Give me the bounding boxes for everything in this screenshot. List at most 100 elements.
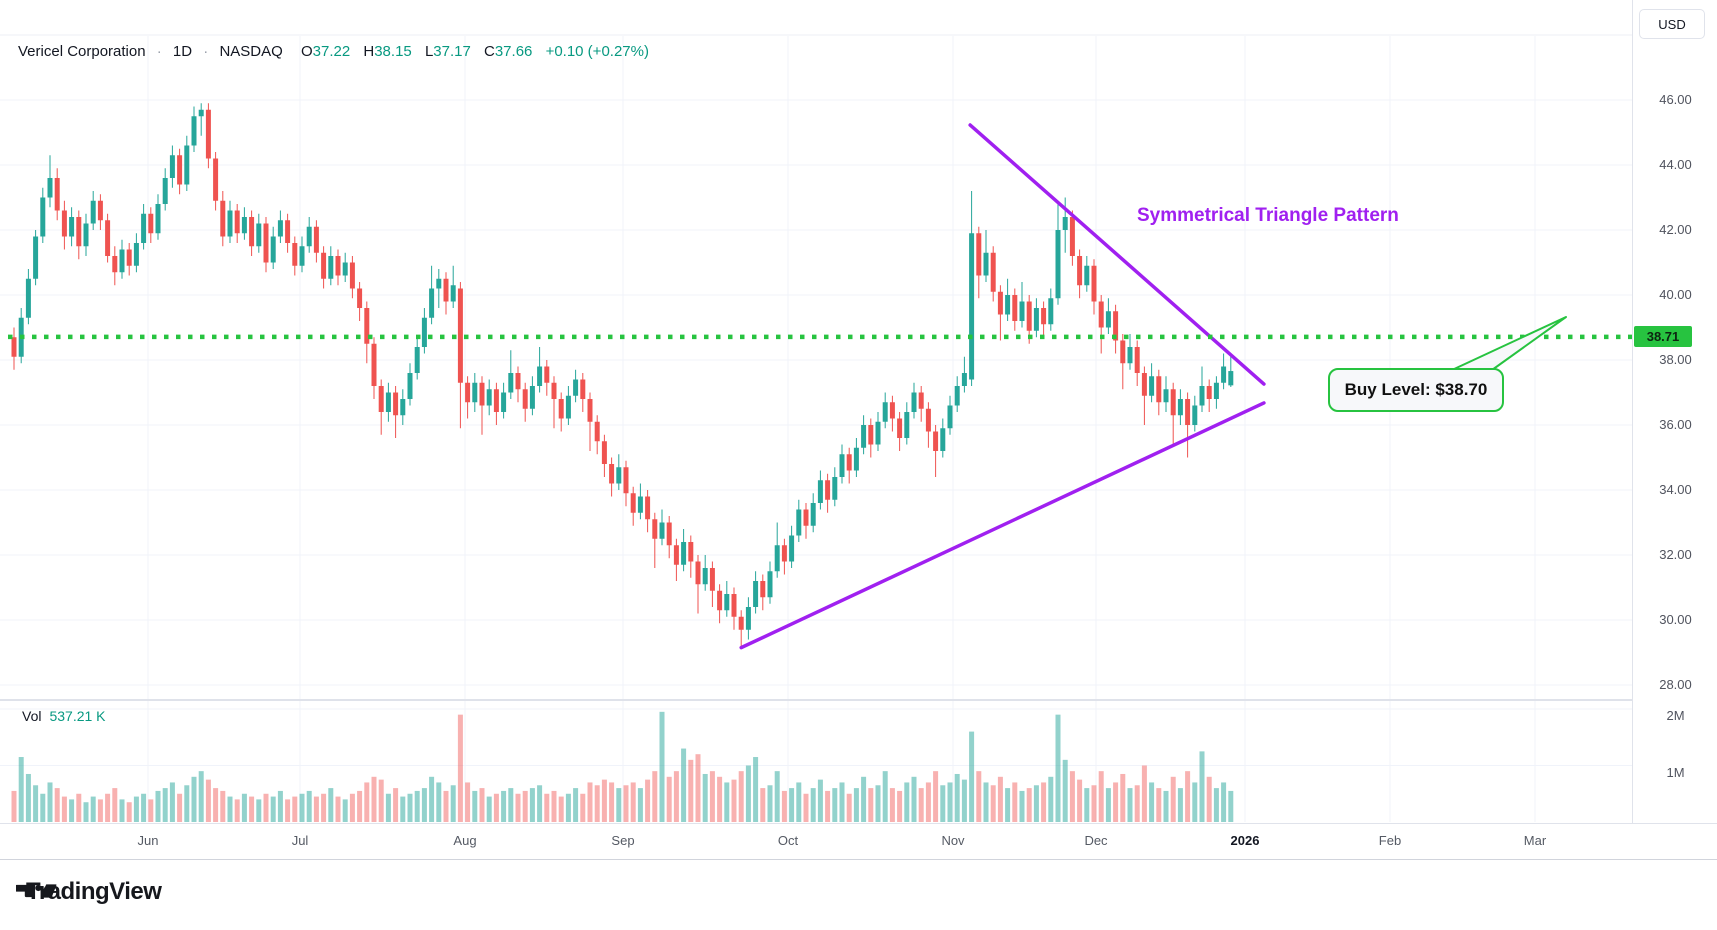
- candle: [1228, 371, 1234, 386]
- candle: [1048, 298, 1054, 325]
- price-line-badge: 38.71: [1634, 326, 1692, 348]
- volume-bar: [1213, 788, 1219, 822]
- volume-bar: [33, 785, 39, 822]
- volume-bar: [702, 773, 708, 822]
- volume-bar: [270, 796, 276, 822]
- price-axis-label: 42.00: [1659, 222, 1692, 237]
- volume-bar: [47, 782, 53, 822]
- volume-bar: [61, 796, 67, 822]
- candle: [465, 382, 471, 403]
- candle: [580, 379, 586, 399]
- brand[interactable]: TradingView: [16, 878, 162, 906]
- volume-bar: [501, 790, 507, 822]
- candle: [666, 522, 672, 546]
- candle: [717, 590, 723, 611]
- volume-bar: [904, 782, 910, 822]
- candle: [652, 519, 658, 539]
- volume-bar: [522, 790, 528, 822]
- candle: [54, 178, 60, 211]
- volume-bar: [789, 788, 795, 822]
- candle: [385, 392, 391, 412]
- volume-bar: [825, 790, 831, 822]
- volume-bar: [1149, 782, 1155, 822]
- candle: [112, 256, 118, 273]
- buy-level-callout[interactable]: Buy Level: $38.70: [1328, 368, 1504, 412]
- candle: [954, 386, 960, 406]
- volume-bar: [1199, 751, 1205, 822]
- candle: [702, 568, 708, 585]
- time-axis[interactable]: Jun Jul Aug Sep Oct Nov Dec 2026 Feb Mar: [0, 823, 1717, 860]
- volume-bar: [1113, 782, 1119, 822]
- volume-bar: [803, 793, 809, 822]
- currency-button[interactable]: USD: [1639, 9, 1705, 39]
- legend-separator: ·: [203, 43, 209, 60]
- volume-bar: [1091, 785, 1097, 822]
- candle: [241, 217, 247, 234]
- candle: [472, 382, 478, 403]
- volume-bar: [940, 785, 946, 822]
- volume-bar: [961, 779, 967, 822]
- volume-bar: [227, 796, 233, 822]
- candle: [630, 493, 636, 513]
- candle: [285, 220, 291, 243]
- close-label: C: [484, 43, 495, 60]
- candle: [544, 366, 550, 383]
- candle: [745, 607, 751, 630]
- candle: [191, 116, 197, 146]
- volume-bar: [378, 779, 384, 822]
- volume-bar: [220, 790, 226, 822]
- candle: [1019, 301, 1025, 321]
- candle: [681, 542, 687, 565]
- candle: [256, 223, 262, 247]
- candle: [1141, 373, 1147, 396]
- volume-bar: [630, 782, 636, 822]
- volume-bar: [126, 802, 132, 822]
- candle: [522, 389, 528, 409]
- volume-bar: [54, 788, 60, 822]
- candle: [882, 402, 888, 422]
- candle: [1012, 295, 1018, 321]
- volume-bar: [306, 790, 312, 822]
- volume-bar: [573, 788, 579, 822]
- volume-bar: [385, 793, 391, 822]
- volume-bar: [832, 788, 838, 822]
- volume-bar: [299, 793, 305, 822]
- volume-bar: [753, 757, 759, 822]
- volume-bar: [947, 782, 953, 822]
- candle: [515, 373, 521, 390]
- candle: [421, 317, 427, 347]
- tradingview-logo-icon: [16, 884, 57, 898]
- volume-bar: [407, 793, 413, 822]
- volume-bar: [976, 771, 982, 822]
- candle: [414, 347, 420, 373]
- volume-bar: [1012, 782, 1018, 822]
- candle: [976, 233, 982, 276]
- volume-bar: [1105, 788, 1111, 822]
- candle: [105, 220, 111, 256]
- volume-bar: [457, 714, 463, 822]
- candle: [1120, 340, 1126, 364]
- candle: [148, 213, 154, 234]
- volume-bar: [234, 799, 240, 822]
- volume-bar: [191, 776, 197, 822]
- volume-bar: [724, 782, 730, 822]
- candle: [947, 405, 953, 429]
- candle: [659, 522, 665, 539]
- candle: [1206, 386, 1212, 399]
- volume-bar: [1170, 776, 1176, 822]
- volume-bar: [472, 790, 478, 822]
- candle: [97, 200, 103, 221]
- volume-bar: [760, 788, 766, 822]
- candle: [738, 616, 744, 630]
- volume-bar: [537, 785, 543, 822]
- volume-bar: [897, 790, 903, 822]
- candle: [299, 246, 305, 266]
- volume-bar: [969, 731, 975, 822]
- volume-bar: [1141, 765, 1147, 822]
- candle: [184, 145, 190, 185]
- candle: [486, 389, 492, 406]
- volume-bar: [436, 782, 442, 822]
- price-axis[interactable]: USD 38.71 46.00 44.00 42.00 40.00 38.00 36.00…: [1632, 0, 1717, 858]
